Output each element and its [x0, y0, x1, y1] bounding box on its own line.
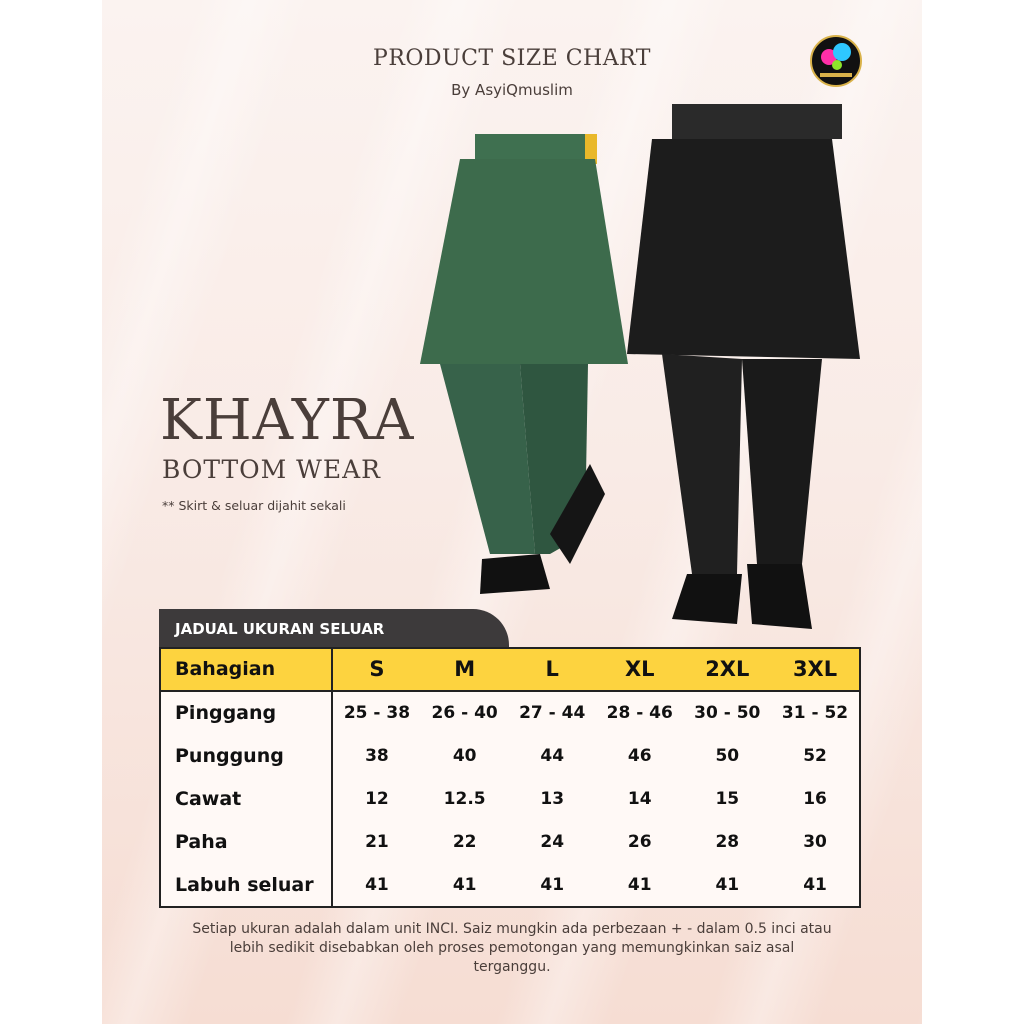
- table-cell: 15: [715, 788, 740, 809]
- header-cell: S: [332, 648, 421, 692]
- table-cell: 24: [540, 832, 565, 853]
- table-cell: 26: [627, 832, 652, 853]
- product-note: ** Skirt & seluar dijahit sekali: [162, 498, 346, 513]
- table-cell: 46: [627, 745, 652, 766]
- table-cell: 28: [715, 832, 740, 853]
- table-cell: 44: [540, 745, 565, 766]
- table-cell: 41: [365, 874, 389, 895]
- table-cell: 52: [803, 745, 827, 766]
- row-label: Labuh seluar: [160, 863, 333, 907]
- table-row: Pinggang 25 - 38 26 - 40 27 - 44 28 - 46 30 -…: [160, 690, 860, 734]
- table-cell: 22: [452, 832, 477, 853]
- table-cell: 12.5: [443, 788, 486, 809]
- table-cell: 31 - 52: [781, 702, 849, 723]
- green-skirt-pants-image: [420, 134, 628, 594]
- brand-byline: By AsyiQmuslim: [451, 81, 573, 99]
- brand-logo: [810, 35, 862, 87]
- table-cell: 21: [365, 832, 389, 853]
- table-cell: 16: [803, 788, 827, 809]
- table-cell: 30 - 50: [694, 702, 761, 723]
- table-row: Paha 21 22 24 26 28 30: [160, 820, 860, 864]
- header-cell: L: [508, 648, 596, 692]
- table-cell: 12: [365, 788, 389, 809]
- size-table: Bahagian S M L XL 2XL 3XL Pinggang 25 - 3…: [159, 647, 861, 908]
- table-cell: 41: [715, 874, 740, 895]
- measurement-disclaimer: Setiap ukuran adalah dalam unit INCI. Sa…: [192, 921, 832, 975]
- table-cell: 41: [627, 874, 652, 895]
- table-cell: 25 - 38: [343, 702, 411, 723]
- table-cell: 27 - 44: [519, 702, 586, 723]
- header-cell: 3XL: [771, 648, 860, 692]
- table-row: Labuh seluar 41 41 41 41 41 41: [160, 863, 860, 907]
- table-cell: 38: [365, 745, 389, 766]
- table-cell: 28 - 46: [606, 702, 673, 723]
- header-cell: Bahagian: [160, 648, 333, 692]
- table-cell: 13: [540, 788, 565, 809]
- table-cell: 14: [627, 788, 652, 809]
- product-subtitle: BOTTOM WEAR: [162, 455, 382, 484]
- table-cell: 30: [803, 832, 827, 853]
- row-label: Punggung: [160, 733, 333, 778]
- table-cell: 41: [803, 874, 827, 895]
- table-cell: 26 - 40: [431, 702, 498, 723]
- table-cell: 41: [452, 874, 477, 895]
- page-title: PRODUCT SIZE CHART: [373, 46, 651, 71]
- black-skirt-pants-image: [627, 104, 860, 629]
- table-cell: 50: [715, 745, 740, 766]
- header-cell: XL: [595, 648, 684, 692]
- table-row: Punggung 38 40 44 46 50 52: [160, 733, 860, 778]
- header-cell: M: [420, 648, 509, 692]
- table-title: JADUAL UKURAN SELUAR: [159, 609, 509, 647]
- product-name: KHAYRA: [160, 388, 415, 453]
- row-label: Pinggang: [160, 690, 333, 734]
- table-cell: 40: [452, 745, 477, 766]
- size-chart-panel: PRODUCT SIZE CHART By AsyiQmuslim KHAYRA…: [102, 0, 922, 1024]
- row-label: Paha: [160, 820, 333, 864]
- header-cell: 2XL: [683, 648, 772, 692]
- table-row: Cawat 12 12.5 13 14 15 16: [160, 777, 860, 821]
- table-header-row: Bahagian S M L XL 2XL 3XL: [160, 648, 860, 692]
- table-cell: 41: [540, 874, 565, 895]
- row-label: Cawat: [160, 777, 333, 821]
